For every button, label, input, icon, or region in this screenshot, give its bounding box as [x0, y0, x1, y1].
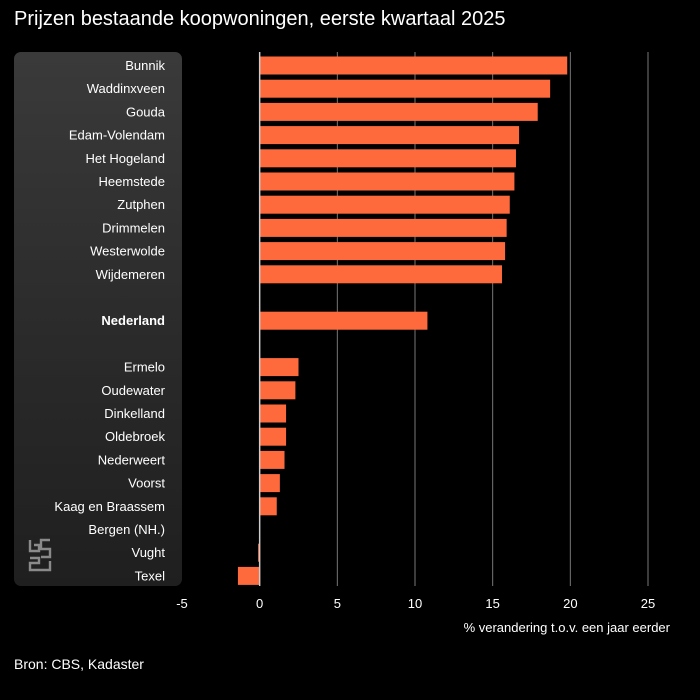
x-tick-label: 5 [334, 596, 341, 611]
category-label: Het Hogeland [86, 151, 166, 166]
source-note: Bron: CBS, Kadaster [14, 656, 144, 672]
bars [237, 52, 568, 586]
bar [259, 450, 285, 469]
x-tick-label: 0 [256, 596, 263, 611]
x-axis-label: % verandering t.o.v. een jaar eerder [464, 620, 671, 635]
category-label: Texel [135, 568, 165, 583]
bar [259, 242, 506, 261]
category-label: Oldebroek [105, 429, 165, 444]
label-panel [14, 52, 182, 586]
x-tick-label: 25 [641, 596, 655, 611]
category-label: Gouda [126, 104, 166, 119]
bar [259, 474, 280, 493]
x-tick-label: 10 [408, 596, 422, 611]
category-label: Nederland [101, 313, 165, 328]
category-label: Kaag en Braassem [54, 499, 165, 514]
category-label: Waddinxveen [87, 81, 165, 96]
chart-title: Prijzen bestaande koopwoningen, eerste k… [14, 8, 506, 30]
category-label: Bunnik [125, 58, 165, 73]
category-label: Dinkelland [104, 406, 165, 421]
category-label: Bergen (NH.) [88, 522, 165, 537]
bar [259, 172, 515, 191]
category-label: Drimmelen [102, 220, 165, 235]
category-label: Edam-Volendam [69, 128, 165, 143]
category-label: Zutphen [117, 197, 165, 212]
bar [259, 102, 538, 121]
bar [258, 543, 260, 562]
bar [237, 566, 260, 585]
bar [259, 79, 551, 98]
category-label: Westerwolde [90, 244, 165, 259]
x-tick-label: 15 [485, 596, 499, 611]
category-label: Wijdemeren [96, 267, 165, 282]
bar [259, 427, 287, 446]
bar [259, 265, 502, 284]
x-tick-label: -5 [176, 596, 188, 611]
bar [259, 358, 299, 377]
bar [259, 126, 520, 145]
bar [259, 218, 507, 237]
category-label: Oudewater [101, 383, 165, 398]
bar [259, 404, 287, 423]
bar [259, 381, 296, 400]
bar [259, 56, 568, 75]
x-tick-labels: -5 0 5 10 15 20 25 [176, 596, 655, 611]
x-tick-label: 20 [563, 596, 577, 611]
category-label: Ermelo [124, 360, 165, 375]
category-label: Voorst [128, 476, 165, 491]
category-label: Vught [132, 545, 166, 560]
category-label: Nederweert [98, 452, 166, 467]
bar [259, 195, 510, 214]
bar [259, 497, 277, 516]
bar [259, 149, 516, 168]
bar [259, 311, 428, 330]
category-label: Heemstede [99, 174, 165, 189]
category-labels: Bunnik Waddinxveen Gouda Edam-Volendam Het H… [54, 58, 165, 583]
cbs-logo-icon [28, 538, 52, 572]
